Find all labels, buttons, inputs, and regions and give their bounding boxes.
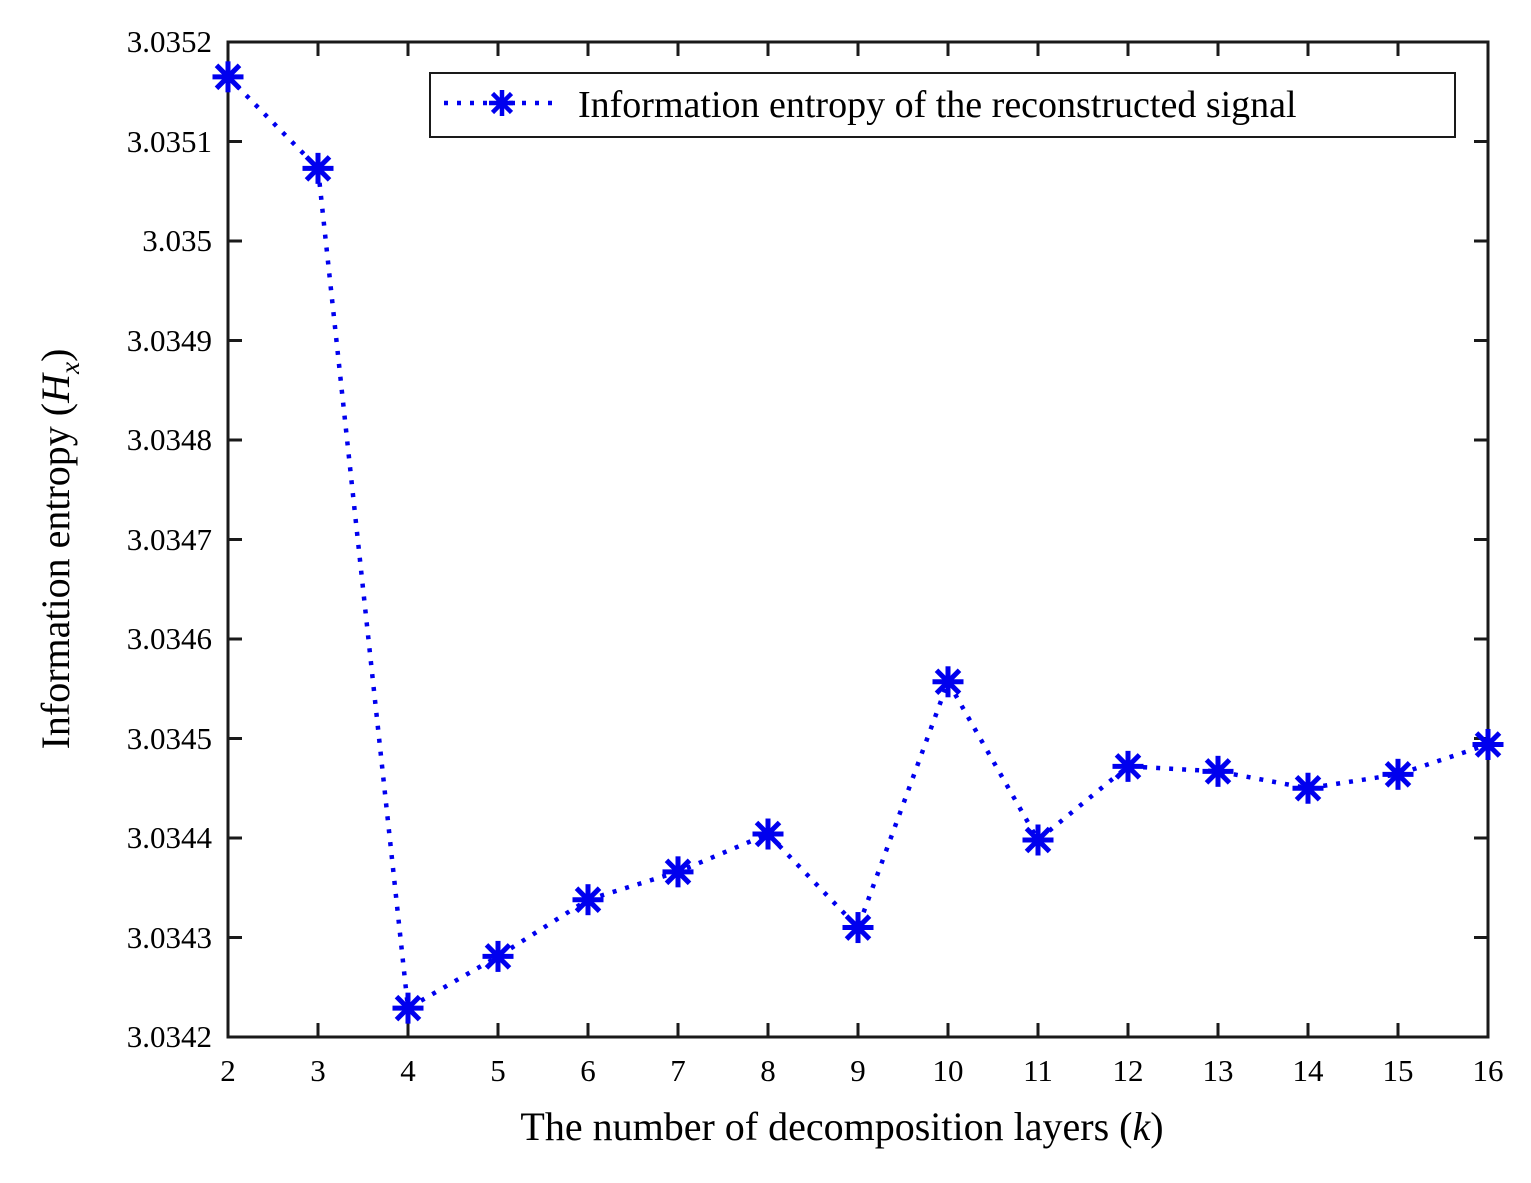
x-tick-label: 9 xyxy=(850,1053,866,1088)
data-point-marker xyxy=(1112,750,1144,782)
x-tick-label: 4 xyxy=(400,1053,416,1088)
data-point-marker xyxy=(1202,755,1234,787)
data-point-marker xyxy=(572,884,604,916)
data-point-marker xyxy=(752,818,784,850)
axes-box xyxy=(226,40,1490,1039)
x-axis-variable: k xyxy=(1132,1104,1151,1149)
data-point-marker xyxy=(932,666,964,698)
x-tick-label: 13 xyxy=(1202,1053,1234,1088)
data-point-marker xyxy=(842,912,874,944)
y-tick-label: 3.0346 xyxy=(126,621,212,656)
data-point-marker xyxy=(662,856,694,888)
x-tick-label: 11 xyxy=(1023,1053,1053,1088)
x-tick-label: 2 xyxy=(220,1053,236,1088)
x-tick-label: 7 xyxy=(670,1053,686,1088)
y-tick-label: 3.0343 xyxy=(126,919,212,955)
data-point-marker xyxy=(482,940,514,972)
y-tick-label: 3.0348 xyxy=(126,422,212,457)
x-axis-label-text: The number of decomposition layers ( xyxy=(520,1104,1133,1149)
data-point-marker xyxy=(1382,758,1414,790)
x-tick-label: 3 xyxy=(310,1053,326,1088)
legend-label: Information entropy of the reconstructed… xyxy=(578,84,1297,126)
data-point-marker xyxy=(1472,728,1504,760)
x-tick-label: 10 xyxy=(932,1053,964,1088)
legend-line-sample xyxy=(444,90,560,116)
x-tick-label: 6 xyxy=(580,1053,596,1088)
data-point-marker xyxy=(392,992,424,1024)
data-point-marker xyxy=(1292,772,1324,804)
legend-marker-icon xyxy=(489,90,515,116)
y-tick-label: 3.0351 xyxy=(126,123,212,159)
x-tick-label: 5 xyxy=(490,1053,506,1088)
x-tick-label: 16 xyxy=(1472,1053,1504,1088)
y-tick-label: 3.0347 xyxy=(126,521,212,557)
y-tick-label: 3.0349 xyxy=(126,322,212,358)
y-tick-label: 3.0344 xyxy=(126,820,212,855)
y-tick-label: 3.0345 xyxy=(126,720,212,756)
y-tick-label: 3.0352 xyxy=(126,24,212,59)
x-axis-label-suffix: ) xyxy=(1150,1104,1164,1149)
y-axis-variable: H xyxy=(33,373,79,403)
x-tick-label: 15 xyxy=(1382,1053,1414,1088)
x-axis-label: The number of decomposition layers (k) xyxy=(520,1103,1163,1151)
y-axis-subscript: x xyxy=(54,361,85,374)
series-line xyxy=(226,75,1489,1012)
x-tick-label: 8 xyxy=(760,1053,776,1088)
x-tick-label: 12 xyxy=(1112,1053,1144,1088)
data-point-marker xyxy=(212,61,244,93)
y-tick-label: 3.0342 xyxy=(126,1019,212,1054)
x-tick-label: 14 xyxy=(1292,1053,1324,1088)
data-point-marker xyxy=(302,152,334,184)
legend-box: Information entropy of the reconstructed… xyxy=(429,72,1456,138)
y-tick-label: 3.035 xyxy=(142,223,212,258)
data-point-marker xyxy=(1022,824,1054,856)
